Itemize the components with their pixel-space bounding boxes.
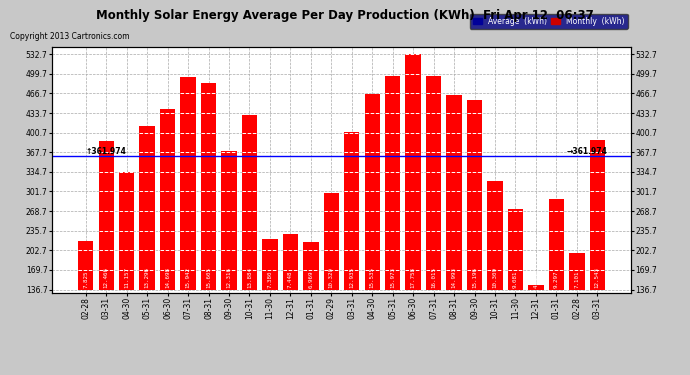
Text: 15.605: 15.605	[206, 267, 211, 288]
Text: 6.969: 6.969	[308, 271, 313, 288]
Text: 12.935: 12.935	[349, 267, 354, 288]
Text: 16.015: 16.015	[431, 267, 436, 288]
Text: 9.081: 9.081	[513, 271, 518, 288]
Bar	[529, 285, 544, 290]
Text: 7.825: 7.825	[83, 271, 88, 288]
Text: 14.993: 14.993	[451, 267, 457, 288]
Text: 14.698: 14.698	[165, 267, 170, 288]
Text: 10.309: 10.309	[493, 267, 497, 288]
Text: 11.157: 11.157	[124, 267, 129, 288]
Text: Monthly Solar Energy Average Per Day Production (KWh)  Fri Apr 12  06:37: Monthly Solar Energy Average Per Day Pro…	[96, 9, 594, 22]
Bar	[344, 132, 359, 290]
Bar	[590, 140, 605, 290]
Text: 12.543: 12.543	[595, 267, 600, 288]
Bar	[487, 181, 503, 290]
Bar	[446, 94, 462, 290]
Text: 13.296: 13.296	[145, 267, 150, 288]
Bar	[241, 115, 257, 290]
Bar	[406, 54, 421, 290]
Bar	[324, 193, 339, 290]
Bar	[303, 242, 319, 290]
Text: 15.973: 15.973	[391, 267, 395, 288]
Text: 10.320: 10.320	[329, 267, 334, 288]
Text: 13.884: 13.884	[247, 267, 252, 288]
Bar	[160, 109, 175, 290]
Bar	[119, 172, 135, 290]
Bar	[139, 126, 155, 290]
Text: 7.448: 7.448	[288, 271, 293, 288]
Bar	[364, 94, 380, 290]
Bar	[283, 234, 298, 290]
Text: 15.942: 15.942	[186, 267, 190, 288]
Text: 12.466: 12.466	[104, 267, 109, 288]
Bar	[426, 76, 442, 290]
Text: 4.661: 4.661	[533, 271, 538, 288]
Bar	[201, 83, 216, 290]
Text: →361.974: →361.974	[566, 147, 608, 156]
Bar	[221, 151, 237, 290]
Text: ↑361.974: ↑361.974	[86, 147, 127, 156]
Text: 12.316: 12.316	[226, 267, 232, 288]
Text: 15.196: 15.196	[472, 267, 477, 288]
Text: 7.380: 7.380	[268, 271, 273, 288]
Text: 7.101: 7.101	[574, 271, 580, 288]
Bar	[180, 77, 196, 290]
Bar	[508, 209, 523, 290]
Bar	[262, 239, 277, 290]
Bar	[99, 141, 114, 290]
Text: Copyright 2013 Cartronics.com: Copyright 2013 Cartronics.com	[10, 32, 130, 41]
Legend: Average  (kWh), Monthly  (kWh): Average (kWh), Monthly (kWh)	[469, 14, 627, 29]
Text: 17.758: 17.758	[411, 267, 415, 288]
Bar	[385, 76, 400, 290]
Text: 15.535: 15.535	[370, 267, 375, 288]
Bar	[569, 253, 584, 290]
Bar	[549, 200, 564, 290]
Bar	[467, 100, 482, 290]
Text: 9.297: 9.297	[554, 271, 559, 288]
Bar	[78, 240, 93, 290]
